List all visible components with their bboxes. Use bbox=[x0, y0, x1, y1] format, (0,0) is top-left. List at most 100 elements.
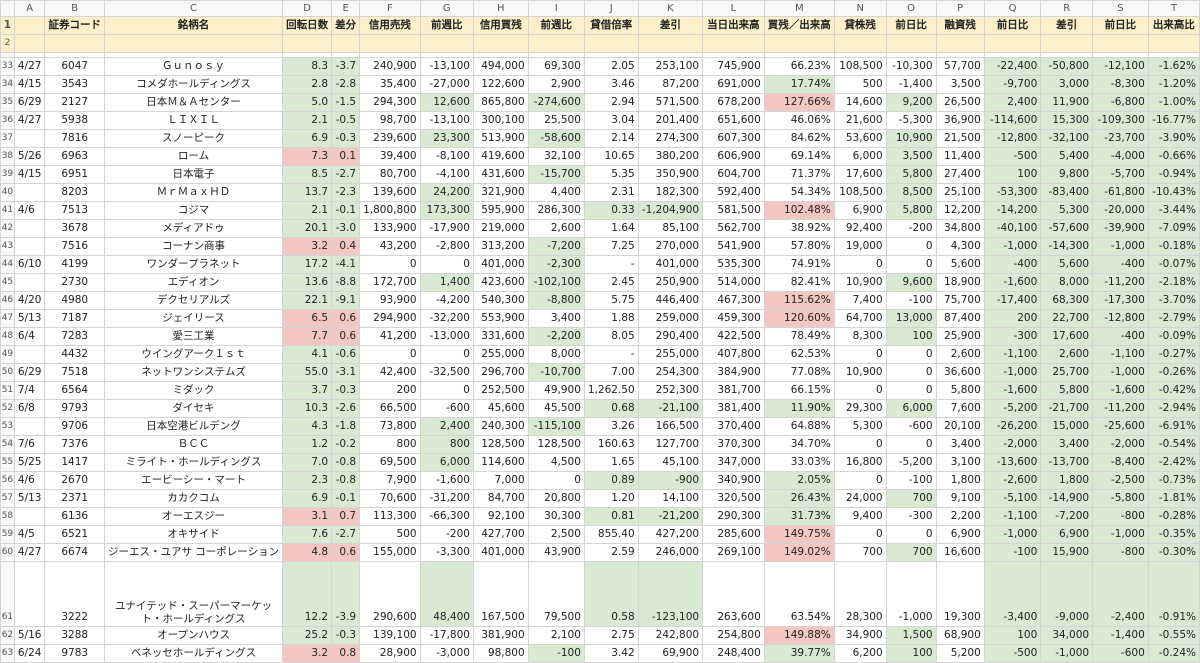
cell-q[interactable]: -26,200 bbox=[983, 417, 1042, 436]
cell-f[interactable]: 70,600 bbox=[359, 489, 421, 508]
header-cell-a[interactable] bbox=[13, 16, 46, 35]
cell-m[interactable]: 115.62% bbox=[763, 291, 835, 310]
cell-l[interactable]: 340,900 bbox=[702, 471, 765, 490]
cell-b[interactable]: 9793 bbox=[44, 399, 105, 418]
cell-t[interactable]: -0.24% bbox=[1147, 644, 1200, 663]
row-number[interactable]: 37 bbox=[0, 129, 15, 148]
cell-q[interactable]: -1,000 bbox=[983, 237, 1042, 256]
table-row[interactable]: 56 4/6 2670 エービーシー・マート 2.3 -0.8 7,900 -1,600 7,0… bbox=[0, 471, 1200, 490]
column-header-p[interactable]: P bbox=[935, 0, 985, 17]
column-header-a[interactable]: A bbox=[13, 0, 46, 17]
cell-q[interactable]: -17,400 bbox=[983, 291, 1042, 310]
cell-i[interactable]: 2,100 bbox=[527, 626, 585, 645]
cell-h[interactable]: 122,600 bbox=[472, 75, 529, 94]
cell-s[interactable]: -2,500 bbox=[1092, 471, 1149, 490]
cell-h[interactable]: 513,900 bbox=[472, 129, 529, 148]
cell-n[interactable]: 28,300 bbox=[833, 561, 887, 627]
cell-n[interactable]: 0 bbox=[833, 381, 887, 400]
cell-o[interactable]: 3,500 bbox=[885, 147, 937, 166]
row-number[interactable]: 47 bbox=[0, 309, 15, 328]
row-number[interactable]: 58 bbox=[0, 507, 15, 526]
table-row[interactable]: 42 3678 メディアドゥ 20.1 -3.0 133,900 -17,900 219,00… bbox=[0, 219, 1200, 238]
cell-n[interactable]: 16,800 bbox=[833, 453, 887, 472]
cell-o[interactable]: 10,900 bbox=[885, 129, 937, 148]
row-number[interactable]: 35 bbox=[0, 93, 15, 112]
cell-o[interactable]: 0 bbox=[885, 381, 937, 400]
row-number[interactable]: 40 bbox=[0, 183, 15, 202]
cell-e[interactable]: -3.7 bbox=[331, 57, 361, 76]
cell-n[interactable]: 10,900 bbox=[833, 273, 887, 292]
cell-a[interactable]: 5/16 bbox=[13, 626, 46, 645]
cell-m[interactable] bbox=[763, 34, 835, 53]
cell-s[interactable]: -11,200 bbox=[1092, 273, 1149, 292]
cell-e[interactable]: -0.2 bbox=[331, 435, 361, 454]
table-row[interactable]: 44 6/10 4199 ワンダープラネット 17.2 -4.1 0 0 401,000 -2,3… bbox=[0, 255, 1200, 274]
cell-b[interactable]: 3222 bbox=[44, 561, 105, 627]
cell-d[interactable]: 4.3 bbox=[282, 417, 333, 436]
row-number[interactable]: 56 bbox=[0, 471, 15, 490]
cell-b[interactable]: 6136 bbox=[44, 507, 105, 526]
cell-q[interactable]: -9,700 bbox=[983, 75, 1042, 94]
cell-c[interactable]: 日本電子 bbox=[103, 165, 284, 184]
cell-r[interactable]: -9,000 bbox=[1040, 561, 1094, 627]
cell-b[interactable]: 7816 bbox=[44, 129, 105, 148]
cell-g[interactable]: -13,100 bbox=[419, 111, 474, 130]
column-header-m[interactable]: M bbox=[763, 0, 835, 17]
column-header-o[interactable]: O bbox=[885, 0, 937, 17]
cell-n[interactable]: 17,600 bbox=[833, 165, 887, 184]
cell-l[interactable]: 592,400 bbox=[702, 183, 765, 202]
cell-g[interactable]: -13,000 bbox=[419, 327, 474, 346]
cell-o[interactable]: 0 bbox=[885, 237, 937, 256]
cell-k[interactable]: 270,000 bbox=[637, 237, 704, 256]
cell-t[interactable]: -0.28% bbox=[1147, 507, 1200, 526]
cell-a[interactable]: 5/26 bbox=[13, 147, 46, 166]
cell-k[interactable]: 259,000 bbox=[637, 309, 704, 328]
cell-c[interactable]: ジェイリース bbox=[103, 309, 284, 328]
cell-s[interactable]: -8,300 bbox=[1092, 75, 1149, 94]
cell-t[interactable]: -0.54% bbox=[1147, 435, 1200, 454]
cell-o[interactable]: 0 bbox=[885, 435, 937, 454]
cell-b[interactable]: 7518 bbox=[44, 363, 105, 382]
row-number[interactable]: 45 bbox=[0, 273, 15, 292]
cell-f[interactable] bbox=[359, 34, 421, 53]
cell-k[interactable]: 166,500 bbox=[637, 417, 704, 436]
cell-o[interactable]: 9,600 bbox=[885, 273, 937, 292]
cell-c[interactable]: 愛三工業 bbox=[103, 327, 284, 346]
cell-k[interactable]: -21,100 bbox=[637, 399, 704, 418]
cell-n[interactable]: 8,300 bbox=[833, 327, 887, 346]
cell-o[interactable]: 5,800 bbox=[885, 165, 937, 184]
cell-m[interactable]: 34.70% bbox=[763, 435, 835, 454]
cell-k[interactable]: 380,200 bbox=[637, 147, 704, 166]
cell-s[interactable]: -23,700 bbox=[1092, 129, 1149, 148]
column-header-b[interactable]: B bbox=[44, 0, 105, 17]
cell-j[interactable]: 0.81 bbox=[583, 507, 639, 526]
cell-q[interactable] bbox=[983, 34, 1042, 53]
cell-q[interactable]: -22,400 bbox=[983, 57, 1042, 76]
cell-d[interactable]: 7.7 bbox=[282, 327, 333, 346]
cell-r[interactable]: 3,000 bbox=[1040, 75, 1094, 94]
cell-e[interactable]: -3.9 bbox=[331, 561, 361, 627]
cell-j[interactable]: 2.59 bbox=[583, 543, 639, 562]
cell-b[interactable]: 1417 bbox=[44, 453, 105, 472]
cell-i[interactable]: 43,900 bbox=[527, 543, 585, 562]
cell-a[interactable]: 6/8 bbox=[13, 399, 46, 418]
table-row[interactable]: 37 7816 スノーピーク 6.9 -0.3 239,600 23,300 513,900-… bbox=[0, 129, 1200, 148]
cell-h[interactable]: 128,500 bbox=[472, 435, 529, 454]
cell-h[interactable]: 595,900 bbox=[472, 201, 529, 220]
cell-c[interactable]: ウイングアーク１ｓｔ bbox=[103, 345, 284, 364]
cell-i[interactable]: -7,200 bbox=[527, 237, 585, 256]
cell-m[interactable]: 54.34% bbox=[763, 183, 835, 202]
cell-n[interactable]: 108,500 bbox=[833, 57, 887, 76]
cell-r[interactable]: 5,800 bbox=[1040, 381, 1094, 400]
cell-b[interactable]: 5938 bbox=[44, 111, 105, 130]
cell-i[interactable]: 8,000 bbox=[527, 345, 585, 364]
cell-l[interactable]: 254,800 bbox=[702, 626, 765, 645]
cell-p[interactable]: 4,300 bbox=[935, 237, 985, 256]
cell-c[interactable]: ＭｒＭａｘＨＤ bbox=[103, 183, 284, 202]
cell-o[interactable]: -1,400 bbox=[885, 75, 937, 94]
cell-j[interactable]: 3.26 bbox=[583, 417, 639, 436]
cell-n[interactable]: 6,900 bbox=[833, 201, 887, 220]
cell-c[interactable]: ユナイテッド・スーパーマーケット・ホールディングス bbox=[103, 561, 284, 627]
cell-q[interactable]: -1,600 bbox=[983, 273, 1042, 292]
cell-l[interactable]: 607,300 bbox=[702, 129, 765, 148]
